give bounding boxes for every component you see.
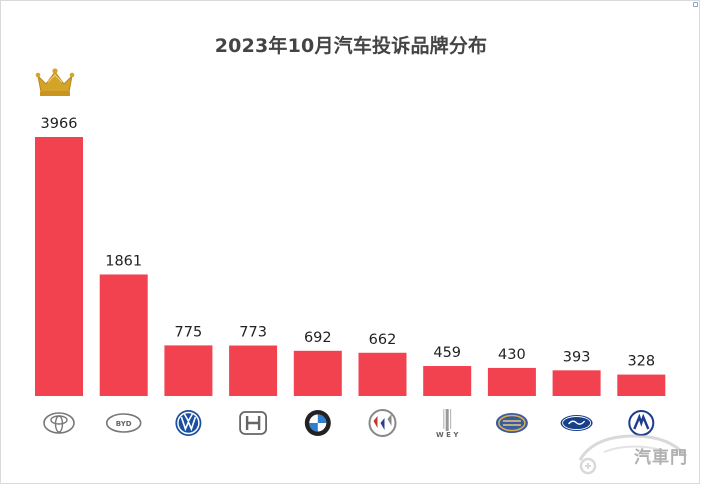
bar-geely	[487, 367, 536, 396]
byd-logo-icon: BYD	[105, 413, 142, 433]
bar-value-label: 773	[239, 325, 267, 341]
bar-value-label: 662	[369, 332, 397, 348]
bar-value-label: 3966	[41, 116, 78, 132]
bar-value-label: 775	[175, 324, 203, 340]
ford-logo-icon	[560, 415, 593, 431]
bmw-logo-icon	[304, 410, 331, 436]
corner-marker-icon	[693, 2, 698, 7]
value-labels-group: 3966 1861 775 773 692 662 459 430 393 328	[41, 116, 656, 370]
bar-buick	[358, 352, 407, 396]
bar-byd	[99, 274, 148, 396]
bar-changan	[617, 374, 666, 396]
watermark-text: 汽車門	[634, 448, 688, 468]
crown-icon	[35, 68, 75, 96]
bars-group	[35, 137, 666, 396]
honda-logo-icon	[239, 411, 268, 435]
svg-text:BYD: BYD	[116, 420, 132, 428]
bar-bmw	[293, 350, 342, 396]
bar-toyota	[35, 137, 83, 396]
bar-value-label: 430	[498, 347, 526, 363]
bar-value-label: 692	[304, 330, 332, 346]
brand-logos-group: BYD W E Y	[43, 409, 655, 439]
volkswagen-logo-icon	[175, 410, 202, 436]
chart-title: 2023年10月汽车投诉品牌分布	[214, 35, 488, 57]
toyota-logo-icon	[43, 412, 75, 434]
geely-logo-icon	[495, 413, 528, 433]
bar-honda	[229, 345, 278, 396]
wey-logo-icon: W E Y	[436, 409, 459, 439]
bar-value-label: 328	[627, 354, 655, 370]
watermark-car-icon	[578, 434, 688, 475]
bar-volkswagen	[164, 345, 213, 396]
bar-value-label: 459	[433, 345, 461, 361]
svg-text:W E Y: W E Y	[436, 431, 459, 439]
bar-value-label: 393	[563, 349, 591, 365]
bar-wey	[423, 366, 472, 396]
buick-logo-icon	[368, 409, 397, 437]
bar-value-label: 1861	[105, 253, 142, 269]
bar-ford	[552, 370, 601, 396]
